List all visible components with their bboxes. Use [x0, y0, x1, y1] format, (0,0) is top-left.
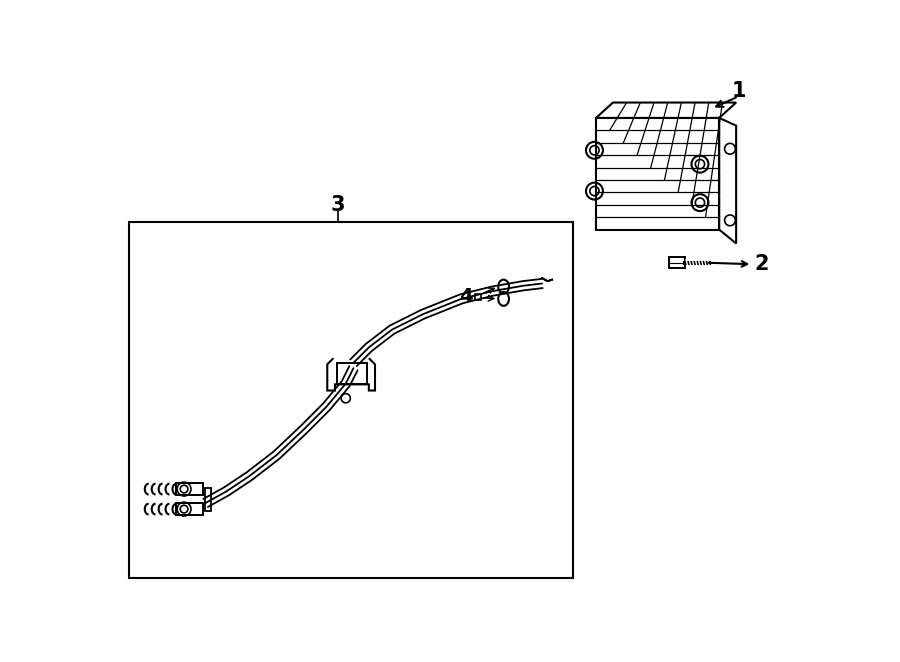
Text: 2: 2	[754, 254, 769, 274]
Text: 4: 4	[459, 287, 472, 306]
Text: 1: 1	[731, 81, 746, 101]
Text: 3: 3	[331, 195, 346, 215]
